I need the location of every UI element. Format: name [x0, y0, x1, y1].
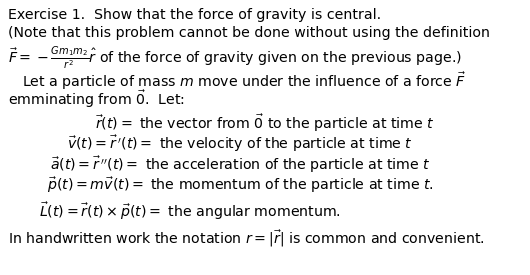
Text: $\vec{L}(t) = \vec{r}(t) \times \vec{p}(t) =$ the angular momentum.: $\vec{L}(t) = \vec{r}(t) \times \vec{p}(…: [39, 200, 341, 222]
Text: $\vec{a}(t) = \vec{r}\,''(t) =$ the acceleration of the particle at time $t$: $\vec{a}(t) = \vec{r}\,''(t) =$ the acce…: [50, 154, 430, 175]
Text: $\vec{r}(t) =$ the vector from $\vec{0}$ to the particle at time $t$: $\vec{r}(t) =$ the vector from $\vec{0}$…: [95, 112, 435, 134]
Text: emminating from $\vec{0}$.  Let:: emminating from $\vec{0}$. Let:: [8, 88, 185, 110]
Text: Exercise 1.  Show that the force of gravity is central.: Exercise 1. Show that the force of gravi…: [8, 8, 381, 22]
Text: In handwritten work the notation $r = |\vec{r}|$ is common and convenient.: In handwritten work the notation $r = |\…: [8, 228, 484, 249]
Text: $\vec{v}(t) = \vec{r}\,'(t) =$ the velocity of the particle at time $t$: $\vec{v}(t) = \vec{r}\,'(t) =$ the veloc…: [67, 133, 413, 154]
Text: $\vec{F} = -\frac{Gm_1 m_2}{r^2}\hat{r}$ of the force of gravity given on the pr: $\vec{F} = -\frac{Gm_1 m_2}{r^2}\hat{r}$…: [8, 44, 462, 72]
Text: $\vec{p}(t) = m\vec{v}(t) =$ the momentum of the particle at time $t.$: $\vec{p}(t) = m\vec{v}(t) =$ the momentu…: [47, 175, 434, 195]
Text: (Note that this problem cannot be done without using the definition: (Note that this problem cannot be done w…: [8, 26, 490, 40]
Text: Let a particle of mass $m$ move under the influence of a force $\vec{F}$: Let a particle of mass $m$ move under th…: [22, 70, 466, 92]
